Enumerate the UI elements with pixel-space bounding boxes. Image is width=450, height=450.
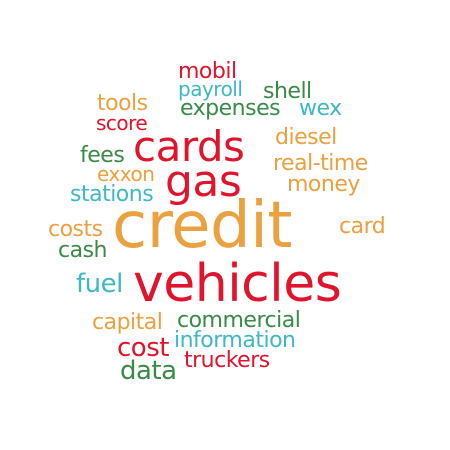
word-stations: stations [70, 182, 154, 207]
word-diesel: diesel [275, 125, 337, 150]
word-real-time: real-time [273, 151, 368, 176]
word-shell: shell [263, 79, 312, 104]
word-mobil: mobil [178, 59, 237, 84]
word-truckers: truckers [184, 348, 270, 373]
word-gas: gas [165, 156, 242, 207]
word-exxon: exxon [97, 162, 155, 186]
word-cash: cash [58, 238, 107, 263]
word-cost: cost [117, 333, 169, 363]
word-credit: credit [112, 189, 292, 263]
word-capital: capital [92, 310, 163, 335]
word-expenses: expenses [180, 96, 281, 121]
word-data: data [120, 356, 177, 386]
word-money: money [287, 172, 360, 197]
word-cards: cards [133, 122, 245, 171]
word-fees: fees [80, 143, 125, 168]
word-card: card [339, 214, 386, 239]
word-information: information [174, 328, 296, 353]
word-wex: wex [299, 96, 342, 121]
word-tools: tools [97, 91, 148, 116]
word-costs: costs [48, 217, 103, 242]
word-score: score [96, 111, 148, 135]
word-fuel: fuel [76, 269, 123, 299]
word-vehicles: vehicles [133, 254, 342, 314]
word-commercial: commercial [177, 308, 301, 333]
word-payroll: payroll [178, 77, 243, 101]
